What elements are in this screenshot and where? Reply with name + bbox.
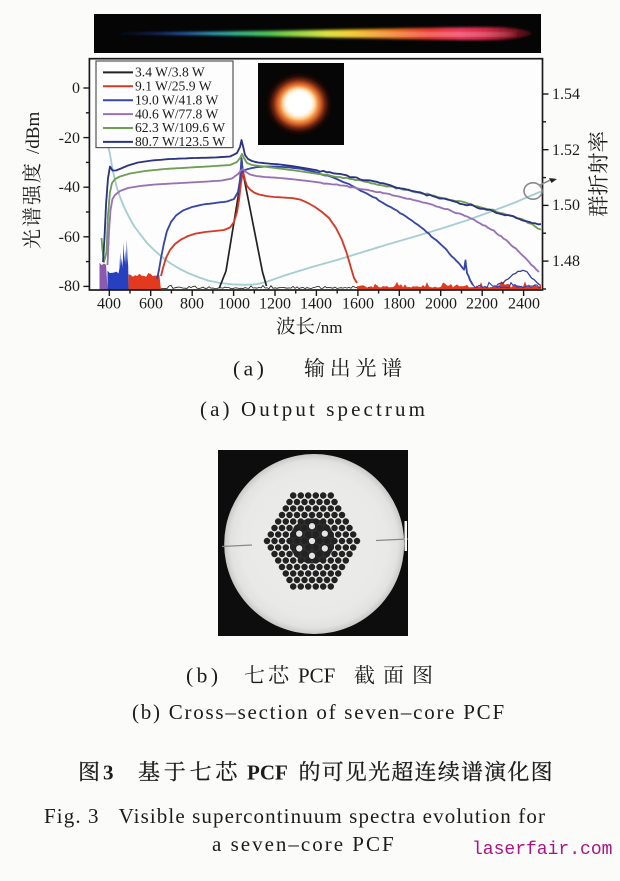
svg-text:19.0 W/41.8 W: 19.0 W/41.8 W: [135, 92, 218, 107]
svg-text:3: 3: [103, 761, 114, 785]
svg-text:-60: -60: [59, 229, 80, 246]
svg-text:-40: -40: [59, 179, 80, 196]
svg-text:3.4 W/3.8 W: 3.4 W/3.8 W: [135, 65, 205, 80]
svg-text:800: 800: [180, 296, 204, 313]
svg-text:(a) Output spectrum: (a) Output spectrum: [200, 397, 428, 421]
svg-text:Fig. 3 Visible supercontinuu: Fig. 3 Visible supercontinuum spectra ev…: [44, 804, 546, 828]
svg-text:400: 400: [97, 296, 121, 313]
svg-text:(b) Cross–section of seven–co: (b) Cross–section of seven–core PCF: [132, 700, 506, 724]
svg-text:/nm: /nm: [316, 318, 342, 337]
svg-text:-80: -80: [59, 278, 80, 295]
svg-text:1000: 1000: [218, 296, 250, 313]
svg-text:40.6 W/77.8 W: 40.6 W/77.8 W: [135, 106, 218, 121]
svg-text:1600: 1600: [342, 296, 374, 313]
svg-text:(a): (a): [233, 357, 267, 381]
svg-text:1.52: 1.52: [552, 142, 580, 159]
svg-text:1400: 1400: [300, 296, 332, 313]
svg-text:-20: -20: [59, 130, 80, 147]
svg-text:1800: 1800: [383, 296, 415, 313]
svg-text:0: 0: [72, 80, 80, 97]
svg-text:(b): (b): [186, 664, 222, 688]
svg-text:62.3 W/109.6 W: 62.3 W/109.6 W: [135, 120, 225, 135]
svg-text:/dBm: /dBm: [23, 112, 44, 154]
svg-text:2000: 2000: [425, 296, 457, 313]
svg-text:1200: 1200: [259, 296, 291, 313]
svg-text:a seven–core PCF: a seven–core PCF: [212, 832, 396, 856]
svg-text:2200: 2200: [466, 296, 498, 313]
svg-text:PCF: PCF: [247, 761, 288, 785]
svg-text:600: 600: [139, 296, 163, 313]
svg-text:1.48: 1.48: [552, 253, 580, 270]
svg-text:PCF: PCF: [298, 664, 335, 688]
svg-text:9.1 W/25.9 W: 9.1 W/25.9 W: [135, 79, 212, 94]
svg-text:1.50: 1.50: [552, 197, 580, 214]
svg-text:80.7 W/123.5 W: 80.7 W/123.5 W: [135, 134, 225, 149]
svg-text:1.54: 1.54: [552, 86, 580, 103]
svg-text:2400: 2400: [508, 296, 540, 313]
